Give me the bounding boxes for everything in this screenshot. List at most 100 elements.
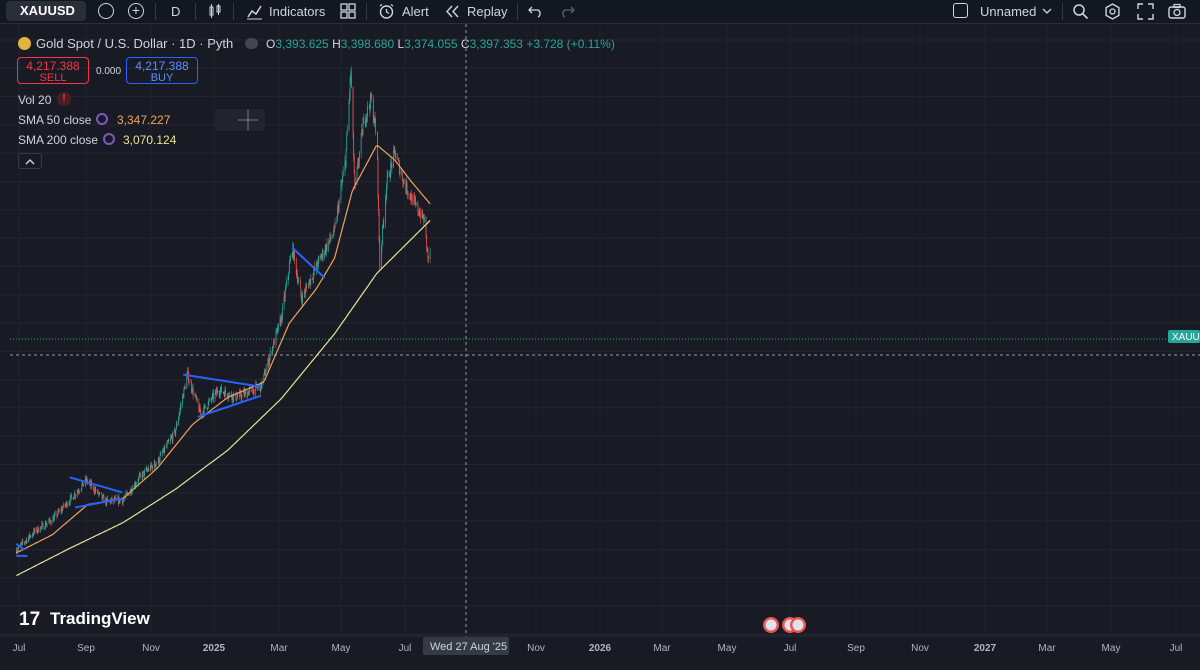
candle-body — [389, 173, 390, 177]
us-event-flag-icon — [765, 619, 777, 631]
vol-indicator-label[interactable]: Vol 20 — [18, 93, 52, 107]
settings-gear-icon[interactable] — [1104, 3, 1121, 20]
candle-body — [176, 424, 178, 426]
trendline[interactable] — [183, 373, 262, 388]
candle-body — [218, 393, 220, 395]
candle-body — [95, 489, 97, 492]
candle-body — [182, 395, 184, 405]
candle-body — [138, 477, 140, 482]
candle-body — [194, 394, 196, 396]
candle-body — [166, 443, 168, 447]
replay-button[interactable]: Replay — [445, 0, 510, 23]
candle-body — [397, 159, 399, 161]
candle-body — [28, 534, 30, 538]
candle-body — [378, 194, 379, 211]
redo-icon[interactable] — [560, 4, 575, 18]
undo-icon[interactable] — [528, 4, 543, 18]
candle-body — [283, 295, 285, 307]
candle-body — [377, 157, 379, 195]
candle-body — [338, 205, 339, 211]
indicators-button[interactable]: Indicators — [246, 0, 326, 23]
candle-body — [30, 535, 32, 537]
symbol-search-button[interactable]: XAUUSD — [6, 1, 86, 21]
candle-body — [413, 197, 415, 205]
compare-symbol-icon[interactable] — [98, 3, 114, 19]
warning-icon[interactable]: ! — [57, 92, 71, 106]
candle-body — [304, 292, 306, 294]
candle-body — [350, 73, 352, 88]
trendlines[interactable] — [15, 246, 326, 557]
trendline[interactable] — [69, 476, 123, 494]
layout-name[interactable]: Unnamed — [980, 4, 1037, 19]
candle-body — [326, 243, 328, 250]
candle-body — [97, 490, 99, 495]
candle-body — [203, 411, 204, 415]
interval-button[interactable]: D — [171, 4, 181, 19]
buy-button[interactable]: 4,217.388 BUY — [126, 57, 198, 84]
templates-grid-icon[interactable] — [340, 3, 356, 19]
sma200-label[interactable]: SMA 200 close — [18, 133, 99, 147]
trendline[interactable] — [197, 394, 262, 418]
hide-legend-icon[interactable] — [245, 38, 258, 49]
candle-body — [415, 202, 417, 205]
candle-body — [273, 339, 275, 348]
sma50-label[interactable]: SMA 50 close — [18, 113, 92, 127]
candle-body — [410, 198, 412, 201]
candle-body — [162, 452, 163, 454]
candle-body — [74, 493, 76, 497]
time-axis[interactable]: Jul Sep Nov 2025 Mar May Jul Nov 2026 Mar May Jul Se… — [13, 643, 1183, 654]
alert-button[interactable]: Alert — [378, 0, 433, 23]
trendline[interactable] — [74, 497, 123, 509]
candle-body — [357, 162, 359, 168]
candle-body — [77, 491, 79, 493]
candle-body — [280, 316, 282, 325]
candle-body — [42, 523, 43, 525]
candle-body — [141, 474, 143, 478]
candle-body — [147, 470, 149, 471]
candle-body — [211, 399, 213, 401]
candle-body — [34, 528, 36, 532]
candle-body — [337, 209, 338, 220]
divider — [1062, 3, 1063, 20]
price-tag-background — [1168, 330, 1200, 343]
camera-icon[interactable] — [1168, 3, 1186, 20]
layout-checkbox[interactable] — [953, 3, 968, 18]
candle-body — [93, 486, 95, 492]
chevron-down-icon[interactable] — [1042, 8, 1052, 15]
candle-body — [174, 429, 175, 432]
candle-body — [230, 392, 232, 397]
candle-body — [337, 205, 339, 210]
candle-body — [179, 410, 181, 415]
candle-body — [33, 529, 35, 532]
symbol-title[interactable]: Gold Spot / U.S. Dollar · 1D · Pyth — [36, 36, 234, 51]
candle-body — [297, 281, 299, 282]
candle-body — [240, 391, 242, 397]
candle-body — [350, 73, 352, 78]
price-chart[interactable]: 17 TradingView XAUUSD Jul Sep Nov 2025 Mar Ma… — [0, 24, 1200, 670]
candle-body — [213, 393, 214, 400]
candle-body — [368, 105, 370, 107]
candle-body — [232, 394, 233, 400]
candle-type-icon[interactable] — [207, 3, 223, 19]
candle-body — [46, 524, 47, 526]
candle-body — [192, 387, 193, 393]
trendline[interactable] — [15, 543, 26, 551]
trendline[interactable] — [291, 246, 326, 279]
candle-body — [73, 493, 75, 499]
candle-body — [20, 544, 22, 545]
candle-body — [57, 510, 59, 515]
collapse-legend-button[interactable] — [18, 153, 42, 169]
candle-body — [332, 235, 334, 239]
quick-search-icon[interactable] — [1072, 3, 1089, 20]
alert-label: Alert — [402, 4, 429, 19]
candle-body — [228, 393, 230, 397]
divider — [366, 3, 367, 20]
candle-body — [418, 213, 420, 216]
candle-body — [50, 522, 52, 524]
time-axis-tick-label: Jul — [13, 643, 26, 654]
add-symbol-icon[interactable]: + — [128, 3, 144, 19]
fullscreen-icon[interactable] — [1137, 3, 1154, 20]
economic-event-flags[interactable] — [763, 617, 806, 633]
sell-button[interactable]: 4,217.388 SELL — [17, 57, 89, 84]
candle-body — [417, 202, 419, 213]
